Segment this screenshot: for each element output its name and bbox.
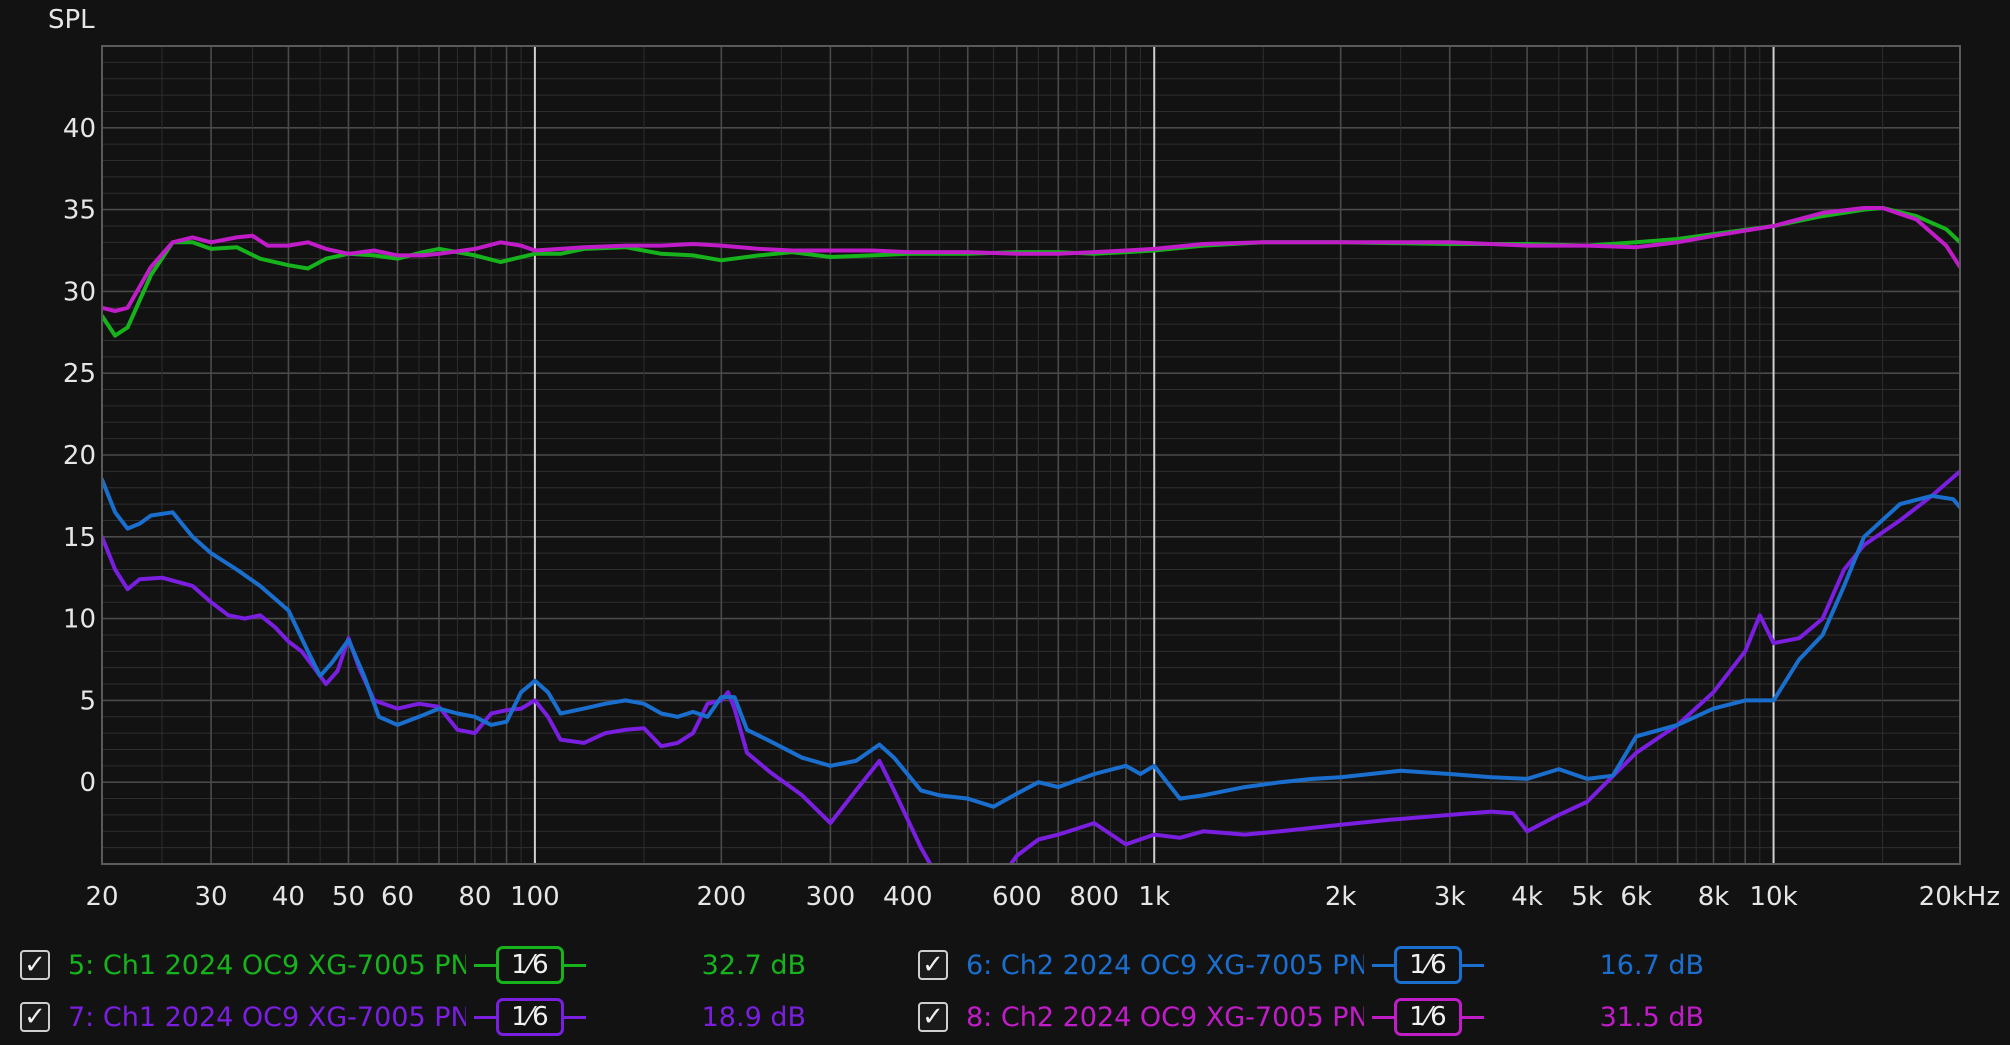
x-tick-label: 8k [1698, 882, 1730, 912]
x-tick-label: 20 [85, 882, 118, 912]
measurement-name[interactable]: 6: Ch2 2024 OC9 XG-7005 PN L [966, 949, 1364, 981]
y-tick-label: 40 [63, 114, 96, 144]
x-tick-label: 300 [806, 882, 856, 912]
x-tick-label: 3k [1434, 882, 1466, 912]
x-tick-label: 6k [1620, 882, 1652, 912]
x-tick-label: 80 [458, 882, 491, 912]
y-tick-label: 35 [63, 196, 96, 226]
legend-item: ✓ 5: Ch1 2024 OC9 XG-7005 PN L 1⁄6 32.7 … [20, 939, 806, 991]
x-tick-label: 5k [1571, 882, 1603, 912]
series-line [102, 469, 1960, 864]
smoothing-selector[interactable]: 1⁄6 [474, 946, 586, 984]
legend: ✓ 5: Ch1 2024 OC9 XG-7005 PN L 1⁄6 32.7 … [0, 925, 2010, 1045]
y-axis-label: SPL [48, 5, 95, 35]
y-tick-label: 25 [63, 359, 96, 389]
show-checkbox[interactable]: ✓ [20, 1002, 50, 1032]
measurement-value: 16.7 dB [1599, 949, 1704, 981]
y-tick-label: 30 [63, 277, 96, 307]
x-tick-label: 200 [697, 882, 747, 912]
y-tick-label: 20 [63, 441, 96, 471]
show-checkbox[interactable]: ✓ [918, 1002, 948, 1032]
smoothing-selector[interactable]: 1⁄6 [1372, 998, 1484, 1036]
smoothing-selector[interactable]: 1⁄6 [474, 998, 586, 1036]
x-tick-label: 30 [195, 882, 228, 912]
y-tick-label: 5 [79, 686, 96, 716]
chart-series [102, 206, 1960, 864]
measurement-name[interactable]: 8: Ch2 2024 OC9 XG-7005 PN R [966, 1001, 1364, 1033]
x-tick-label: 4k [1511, 882, 1543, 912]
x-tick-label: 400 [883, 882, 933, 912]
y-tick-label: 0 [79, 768, 96, 798]
smoothing-value[interactable]: 1⁄6 [1394, 946, 1462, 984]
x-tick-label: 60 [381, 882, 414, 912]
x-tick-label: 1k [1138, 882, 1170, 912]
series-line [102, 477, 1960, 809]
smoothing-value[interactable]: 1⁄6 [496, 998, 564, 1036]
x-tick-label: 40 [272, 882, 305, 912]
smoothing-value[interactable]: 1⁄6 [496, 946, 564, 984]
legend-item: ✓ 7: Ch1 2024 OC9 XG-7005 PN R 1⁄6 18.9 … [20, 991, 806, 1043]
chart-grid [101, 45, 1961, 865]
smoothing-value[interactable]: 1⁄6 [1394, 998, 1462, 1036]
x-tick-label: 50 [332, 882, 365, 912]
x-tick-label: 100 [510, 882, 560, 912]
spl-chart[interactable]: 20 30 40 50 60 80 100 200 300 400 600 800 1k 2k 3k 4k 5k… [0, 0, 2010, 920]
measurement-value: 31.5 dB [1599, 1001, 1704, 1033]
x-axis-tick-labels: 20 30 40 50 60 80 100 200 300 400 600 800 1k 2k 3k 4k 5k… [85, 882, 2000, 912]
series-line [102, 206, 1960, 338]
y-tick-label: 15 [63, 523, 96, 553]
legend-item: ✓ 6: Ch2 2024 OC9 XG-7005 PN L 1⁄6 16.7 … [918, 939, 1704, 991]
plot-frame [101, 45, 1961, 865]
measurement-name[interactable]: 7: Ch1 2024 OC9 XG-7005 PN R [68, 1001, 466, 1033]
x-tick-label: 2k [1325, 882, 1357, 912]
y-axis-tick-labels: 0 5 10 15 20 25 30 35 40 [63, 114, 96, 798]
x-tick-label: 600 [992, 882, 1042, 912]
show-checkbox[interactable]: ✓ [918, 950, 948, 980]
measurement-name[interactable]: 5: Ch1 2024 OC9 XG-7005 PN L [68, 949, 466, 981]
x-tick-label: 20kHz [1919, 882, 2000, 912]
y-tick-label: 10 [63, 605, 96, 635]
show-checkbox[interactable]: ✓ [20, 950, 50, 980]
x-tick-label: 10k [1749, 882, 1797, 912]
measurement-value: 32.7 dB [701, 949, 806, 981]
x-tick-label: 800 [1069, 882, 1119, 912]
series-line [102, 206, 1960, 313]
legend-item: ✓ 8: Ch2 2024 OC9 XG-7005 PN R 1⁄6 31.5 … [918, 991, 1704, 1043]
measurement-value: 18.9 dB [701, 1001, 806, 1033]
smoothing-selector[interactable]: 1⁄6 [1372, 946, 1484, 984]
